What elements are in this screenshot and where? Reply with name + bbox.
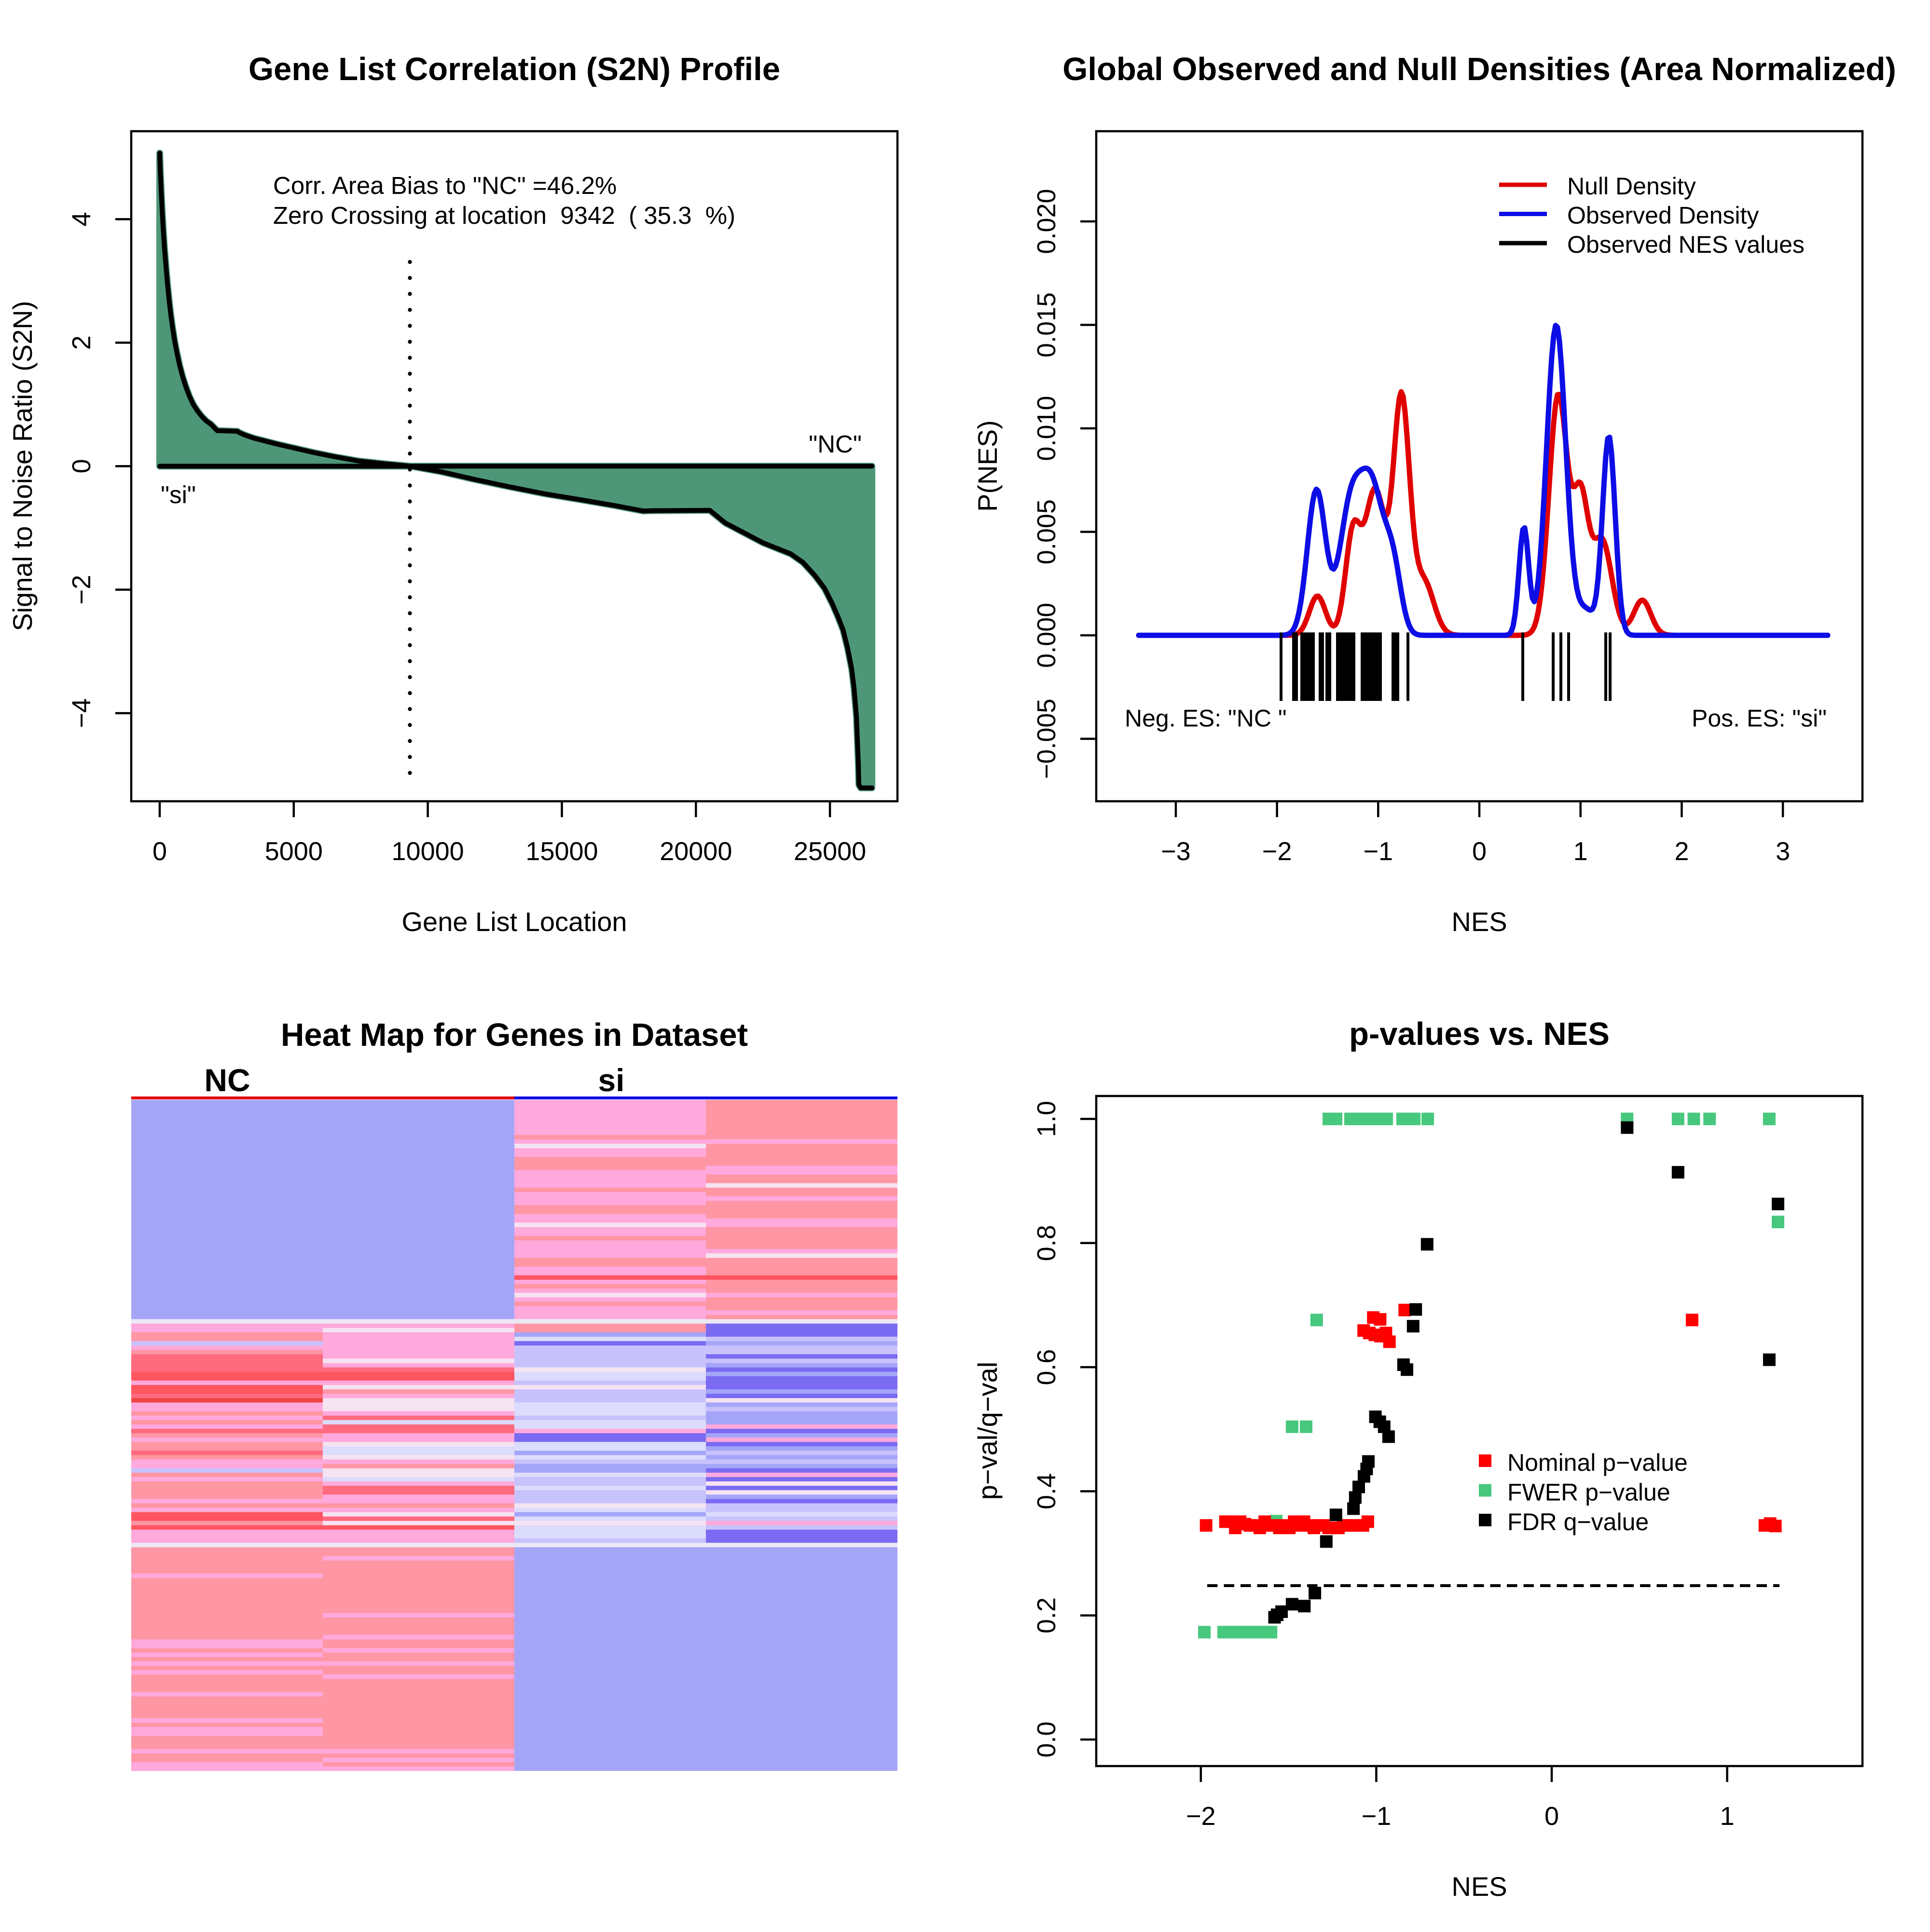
- svg-text:Observed NES values: Observed NES values: [1567, 231, 1805, 258]
- svg-text:−4: −4: [67, 699, 96, 728]
- svg-text:0.2: 0.2: [1032, 1597, 1061, 1633]
- svg-text:0.015: 0.015: [1032, 292, 1061, 357]
- svg-text:0.8: 0.8: [1032, 1225, 1061, 1261]
- svg-text:15000: 15000: [525, 837, 598, 866]
- svg-text:Observed Density: Observed Density: [1567, 202, 1759, 229]
- svg-text:0.005: 0.005: [1032, 499, 1061, 564]
- svg-text:Signal to Noise Ratio (S2N): Signal to Noise Ratio (S2N): [7, 301, 38, 631]
- svg-text:0: 0: [67, 459, 96, 473]
- svg-text:20000: 20000: [660, 837, 732, 866]
- svg-text:Null Density: Null Density: [1567, 173, 1696, 200]
- svg-text:−2: −2: [67, 575, 96, 605]
- svg-text:25000: 25000: [794, 837, 866, 866]
- svg-text:Gene List Correlation (S2N) Pr: Gene List Correlation (S2N) Profile: [248, 51, 780, 87]
- svg-text:1.0: 1.0: [1032, 1101, 1061, 1137]
- svg-text:−2: −2: [1262, 837, 1292, 866]
- svg-text:Gene List Location: Gene List Location: [402, 906, 627, 937]
- svg-text:2: 2: [1674, 837, 1689, 866]
- svg-text:Heat Map for Genes in Dataset: Heat Map for Genes in Dataset: [281, 1017, 748, 1053]
- svg-text:si: si: [598, 1062, 624, 1098]
- svg-text:p−val/q−val: p−val/q−val: [972, 1362, 1003, 1500]
- svg-text:0.010: 0.010: [1032, 396, 1061, 461]
- svg-text:3: 3: [1776, 837, 1790, 866]
- svg-text:"NC": "NC": [809, 430, 862, 458]
- svg-text:4: 4: [67, 212, 96, 226]
- svg-text:Neg. ES: "NC ": Neg. ES: "NC ": [1125, 705, 1287, 732]
- svg-text:2: 2: [67, 335, 96, 350]
- svg-text:0: 0: [152, 837, 167, 866]
- svg-text:0.4: 0.4: [1032, 1473, 1061, 1509]
- svg-text:Global Observed and Null Densi: Global Observed and Null Densities (Area…: [1062, 51, 1896, 87]
- svg-text:5000: 5000: [265, 837, 323, 866]
- svg-text:Corr. Area Bias to "NC" =46.2%: Corr. Area Bias to "NC" =46.2%: [273, 172, 617, 199]
- svg-text:Nominal p−value: Nominal p−value: [1507, 1449, 1688, 1476]
- svg-text:0.020: 0.020: [1032, 189, 1061, 254]
- svg-text:NES: NES: [1451, 1871, 1507, 1902]
- svg-text:NES: NES: [1451, 906, 1507, 937]
- svg-text:−3: −3: [1161, 837, 1191, 866]
- svg-text:1: 1: [1720, 1802, 1735, 1831]
- svg-text:−2: −2: [1186, 1802, 1216, 1831]
- svg-text:p-values vs. NES: p-values vs. NES: [1349, 1016, 1610, 1052]
- svg-text:10000: 10000: [392, 837, 464, 866]
- svg-text:FDR q−value: FDR q−value: [1507, 1508, 1649, 1535]
- svg-text:P(NES): P(NES): [972, 420, 1003, 512]
- svg-text:0: 0: [1544, 1802, 1559, 1831]
- svg-text:1: 1: [1573, 837, 1588, 866]
- svg-text:Pos. ES: "si": Pos. ES: "si": [1692, 705, 1827, 732]
- svg-text:Zero Crossing at location 934: Zero Crossing at location 9342 ( 35.3 %): [273, 202, 735, 229]
- svg-text:"si": "si": [161, 481, 196, 508]
- svg-text:0.000: 0.000: [1032, 603, 1061, 668]
- svg-text:−1: −1: [1362, 1802, 1392, 1831]
- svg-text:0.0: 0.0: [1032, 1721, 1061, 1757]
- svg-text:−0.005: −0.005: [1032, 699, 1061, 779]
- svg-text:−1: −1: [1364, 837, 1393, 866]
- svg-text:NC: NC: [204, 1062, 250, 1098]
- svg-text:FWER p−value: FWER p−value: [1507, 1479, 1670, 1506]
- svg-text:0.6: 0.6: [1032, 1349, 1061, 1385]
- svg-text:0: 0: [1472, 837, 1487, 866]
